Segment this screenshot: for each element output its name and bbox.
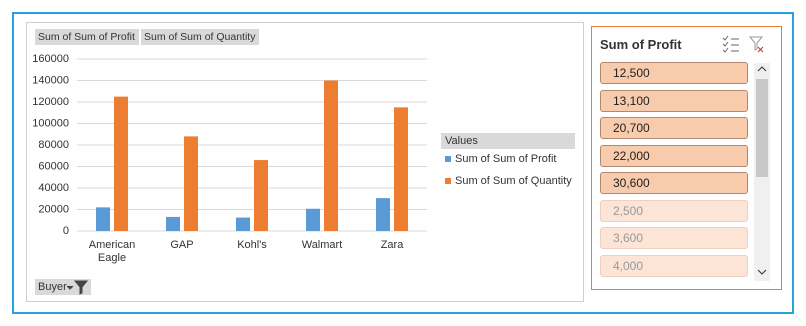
y-tick-label: 20000 [38, 203, 69, 215]
bar [324, 80, 338, 231]
y-tick-label: 100000 [32, 117, 69, 129]
x-tick-label: Zara [380, 239, 404, 251]
field-button-label: Sum of Sum of Profit [38, 31, 135, 43]
y-tick-label: 0 [63, 225, 69, 237]
x-tick-label: GAP [170, 239, 194, 251]
legend-title: Values [445, 135, 478, 147]
field-button[interactable] [35, 29, 139, 45]
x-tick-label: American Eagle [88, 239, 136, 264]
pivot-chart: Sum of Sum of Profit Sum of Sum of Quanti… [26, 22, 584, 302]
slicer: Sum of Profit 12,500 13,100 20,700 22,000 30… [591, 26, 782, 290]
bar [376, 198, 390, 231]
slicer-item[interactable]: 20,700 [600, 117, 748, 139]
y-tick-label: 80000 [38, 139, 69, 151]
x-tick-label: Kohl's [237, 239, 267, 251]
bar [236, 217, 250, 231]
scroll-thumb[interactable] [756, 79, 768, 177]
x-tick-label: Walmart [301, 239, 343, 251]
legend-swatch [445, 156, 451, 162]
y-tick-label: 140000 [32, 74, 69, 86]
y-tick-label: 60000 [38, 160, 69, 172]
y-tick-label: 160000 [32, 53, 69, 65]
frame [12, 12, 794, 314]
clear-filter-icon[interactable] [748, 36, 764, 53]
multi-select-icon[interactable] [722, 35, 739, 53]
slicer-item[interactable]: 12,500 [600, 62, 748, 84]
y-tick-label: 40000 [38, 182, 69, 194]
field-button-label: Sum of Sum of Quantity [144, 31, 256, 43]
slicer-item[interactable]: 22,000 [600, 144, 748, 167]
bar [114, 96, 128, 231]
slicer-item[interactable]: 2,500 [600, 199, 748, 222]
slicer-icons [722, 35, 770, 281]
scroll-down[interactable] [757, 269, 767, 275]
legend-label: Sum of Sum of Profit [455, 153, 556, 165]
scroll-up[interactable] [757, 66, 767, 72]
bar [306, 208, 320, 231]
slicer-item[interactable]: 30,600 [600, 172, 748, 194]
slicer-item[interactable]: 3,600 [600, 227, 748, 249]
slicer-title: Sum of Profit [600, 37, 682, 52]
chart-svg: Sum of Sum of Profit Sum of Sum of Quanti… [32, 29, 575, 295]
y-tick-label: 120000 [32, 96, 69, 108]
legend-swatch [445, 178, 451, 184]
slicer-item[interactable]: 4,000 [600, 254, 748, 277]
slicer-item[interactable]: 13,100 [600, 89, 748, 112]
bar [184, 136, 198, 231]
filter-icon [66, 280, 89, 295]
bar [166, 216, 180, 231]
bar [254, 160, 268, 231]
filter-button-label: Buyer [38, 281, 67, 293]
field-button[interactable] [141, 29, 259, 45]
legend-header [441, 133, 575, 149]
legend-label: Sum of Sum of Quantity [455, 175, 572, 187]
bar [96, 207, 110, 231]
bar [394, 107, 408, 231]
